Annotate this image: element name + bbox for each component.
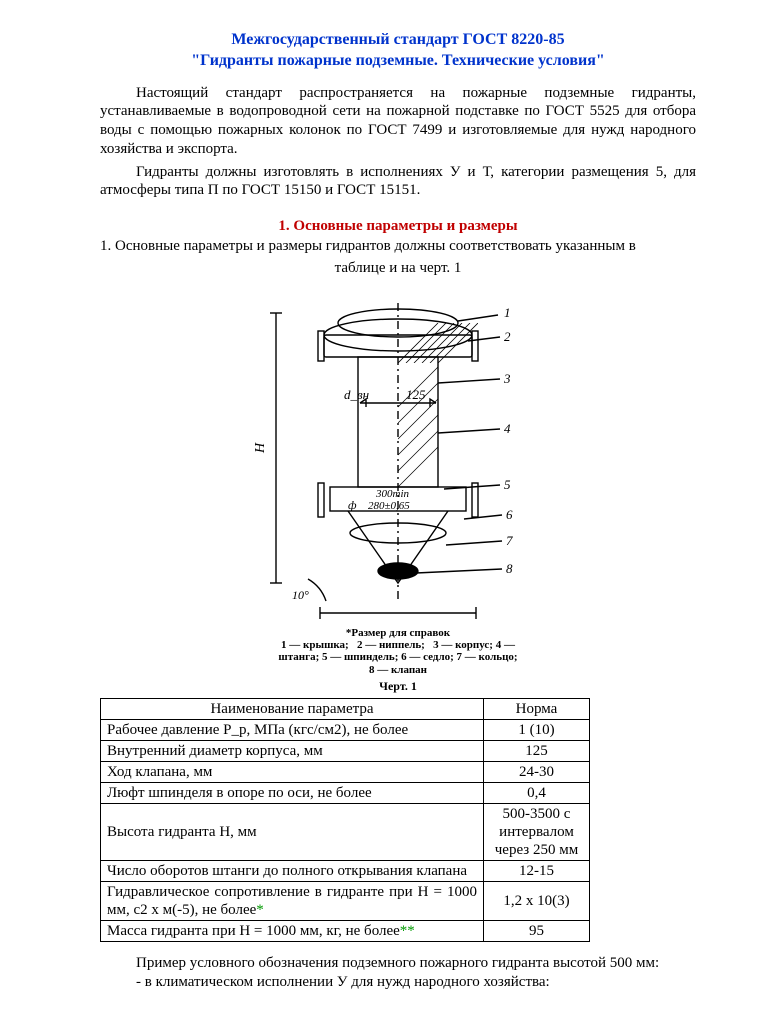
section-1-heading: 1. Основные параметры и размеры: [100, 218, 696, 235]
table-header-name: Наименование параметра: [101, 698, 484, 719]
callout-4: 4: [504, 421, 511, 436]
table-row: Рабочее давление P_р, МПа (кгс/см2), не …: [101, 719, 590, 740]
figure-caption-top: таблице и на черт. 1: [100, 260, 696, 277]
callout-6: 6: [506, 507, 513, 522]
table-header-row: Наименование параметра Норма: [101, 698, 590, 719]
document-title: Межгосударственный стандарт ГОСТ 8220-85…: [100, 30, 696, 72]
title-line-1: Межгосударственный стандарт ГОСТ 8220-85: [231, 31, 564, 48]
table-row: Гидравлическое сопротивление в гидранте …: [101, 881, 590, 920]
section-1-line: 1. Основные параметры и размеры гидранто…: [100, 237, 696, 256]
figure-reference-note: *Размер для справок: [100, 627, 696, 639]
param-name: Число оборотов штанги до полного открыва…: [101, 860, 484, 881]
dim-h: H: [253, 442, 268, 454]
table-row: Люфт шпинделя в опоре по оси, не более0,…: [101, 782, 590, 803]
example-line-2: - в климатическом исполнении У для нужд …: [100, 973, 696, 992]
table-row: Внутренний диаметр корпуса, мм125: [101, 740, 590, 761]
callout-5: 5: [504, 477, 511, 492]
table-header-norm: Норма: [484, 698, 590, 719]
table-row: Ход клапана, мм24-30: [101, 761, 590, 782]
footnote-star: **: [400, 923, 415, 939]
title-line-2: "Гидранты пожарные подземные. Технически…: [191, 52, 604, 69]
parameters-table: Наименование параметра Норма Рабочее дав…: [100, 698, 590, 942]
param-name: Люфт шпинделя в опоре по оси, не более: [101, 782, 484, 803]
figure-legend-line-2: штанга; 5 — шпиндель; 6 — седло; 7 — кол…: [100, 651, 696, 664]
callout-7: 7: [506, 533, 513, 548]
footnote-star: *: [256, 902, 264, 918]
dim-300: 300min: [375, 488, 410, 500]
param-value: 95: [484, 920, 590, 941]
param-name: Масса гидранта при H = 1000 мм, кг, не б…: [101, 920, 484, 941]
callout-2: 2: [504, 329, 511, 344]
callout-1: 1: [504, 305, 511, 320]
table-row: Высота гидранта H, мм500-3500 с интервал…: [101, 803, 590, 860]
param-value: 1,2 х 10(3): [484, 881, 590, 920]
param-value: 24-30: [484, 761, 590, 782]
dim-d: d_вн: [344, 387, 369, 402]
param-value: 125: [484, 740, 590, 761]
param-value: 500-3500 с интервалом через 250 мм: [484, 803, 590, 860]
intro-para-2: Гидранты должны изготовлять в исполнения…: [100, 163, 696, 201]
intro-para-1: Настоящий стандарт распространяется на п…: [100, 84, 696, 159]
param-name: Внутренний диаметр корпуса, мм: [101, 740, 484, 761]
param-value: 0,4: [484, 782, 590, 803]
hydrant-drawing: H: [248, 283, 548, 623]
callout-3: 3: [503, 371, 511, 386]
param-value: 12-15: [484, 860, 590, 881]
param-name: Рабочее давление P_р, МПа (кгс/см2), не …: [101, 719, 484, 740]
param-name: Ход клапана, мм: [101, 761, 484, 782]
example-line-1: Пример условного обозначения подземного …: [100, 954, 696, 973]
param-name: Высота гидранта H, мм: [101, 803, 484, 860]
table-row: Число оборотов штанги до полного открыва…: [101, 860, 590, 881]
dim-125: 125: [406, 387, 426, 402]
figure-legend-line-1: 1 — крышка; 2 — ниппель; 3 — корпус; 4 —: [100, 639, 696, 652]
callout-8: 8: [506, 561, 513, 576]
param-value: 1 (10): [484, 719, 590, 740]
dim-angle: 10°: [292, 588, 309, 602]
param-name: Гидравлическое сопротивление в гидранте …: [101, 881, 484, 920]
dim-280: 280±0,65: [368, 500, 410, 512]
dim-phi: ф: [348, 498, 357, 512]
figure-legend-line-3: 8 — клапан: [100, 664, 696, 677]
figure-number: Черт. 1: [100, 679, 696, 694]
table-row: Масса гидранта при H = 1000 мм, кг, не б…: [101, 920, 590, 941]
document-page: Межгосударственный стандарт ГОСТ 8220-85…: [0, 0, 768, 1021]
